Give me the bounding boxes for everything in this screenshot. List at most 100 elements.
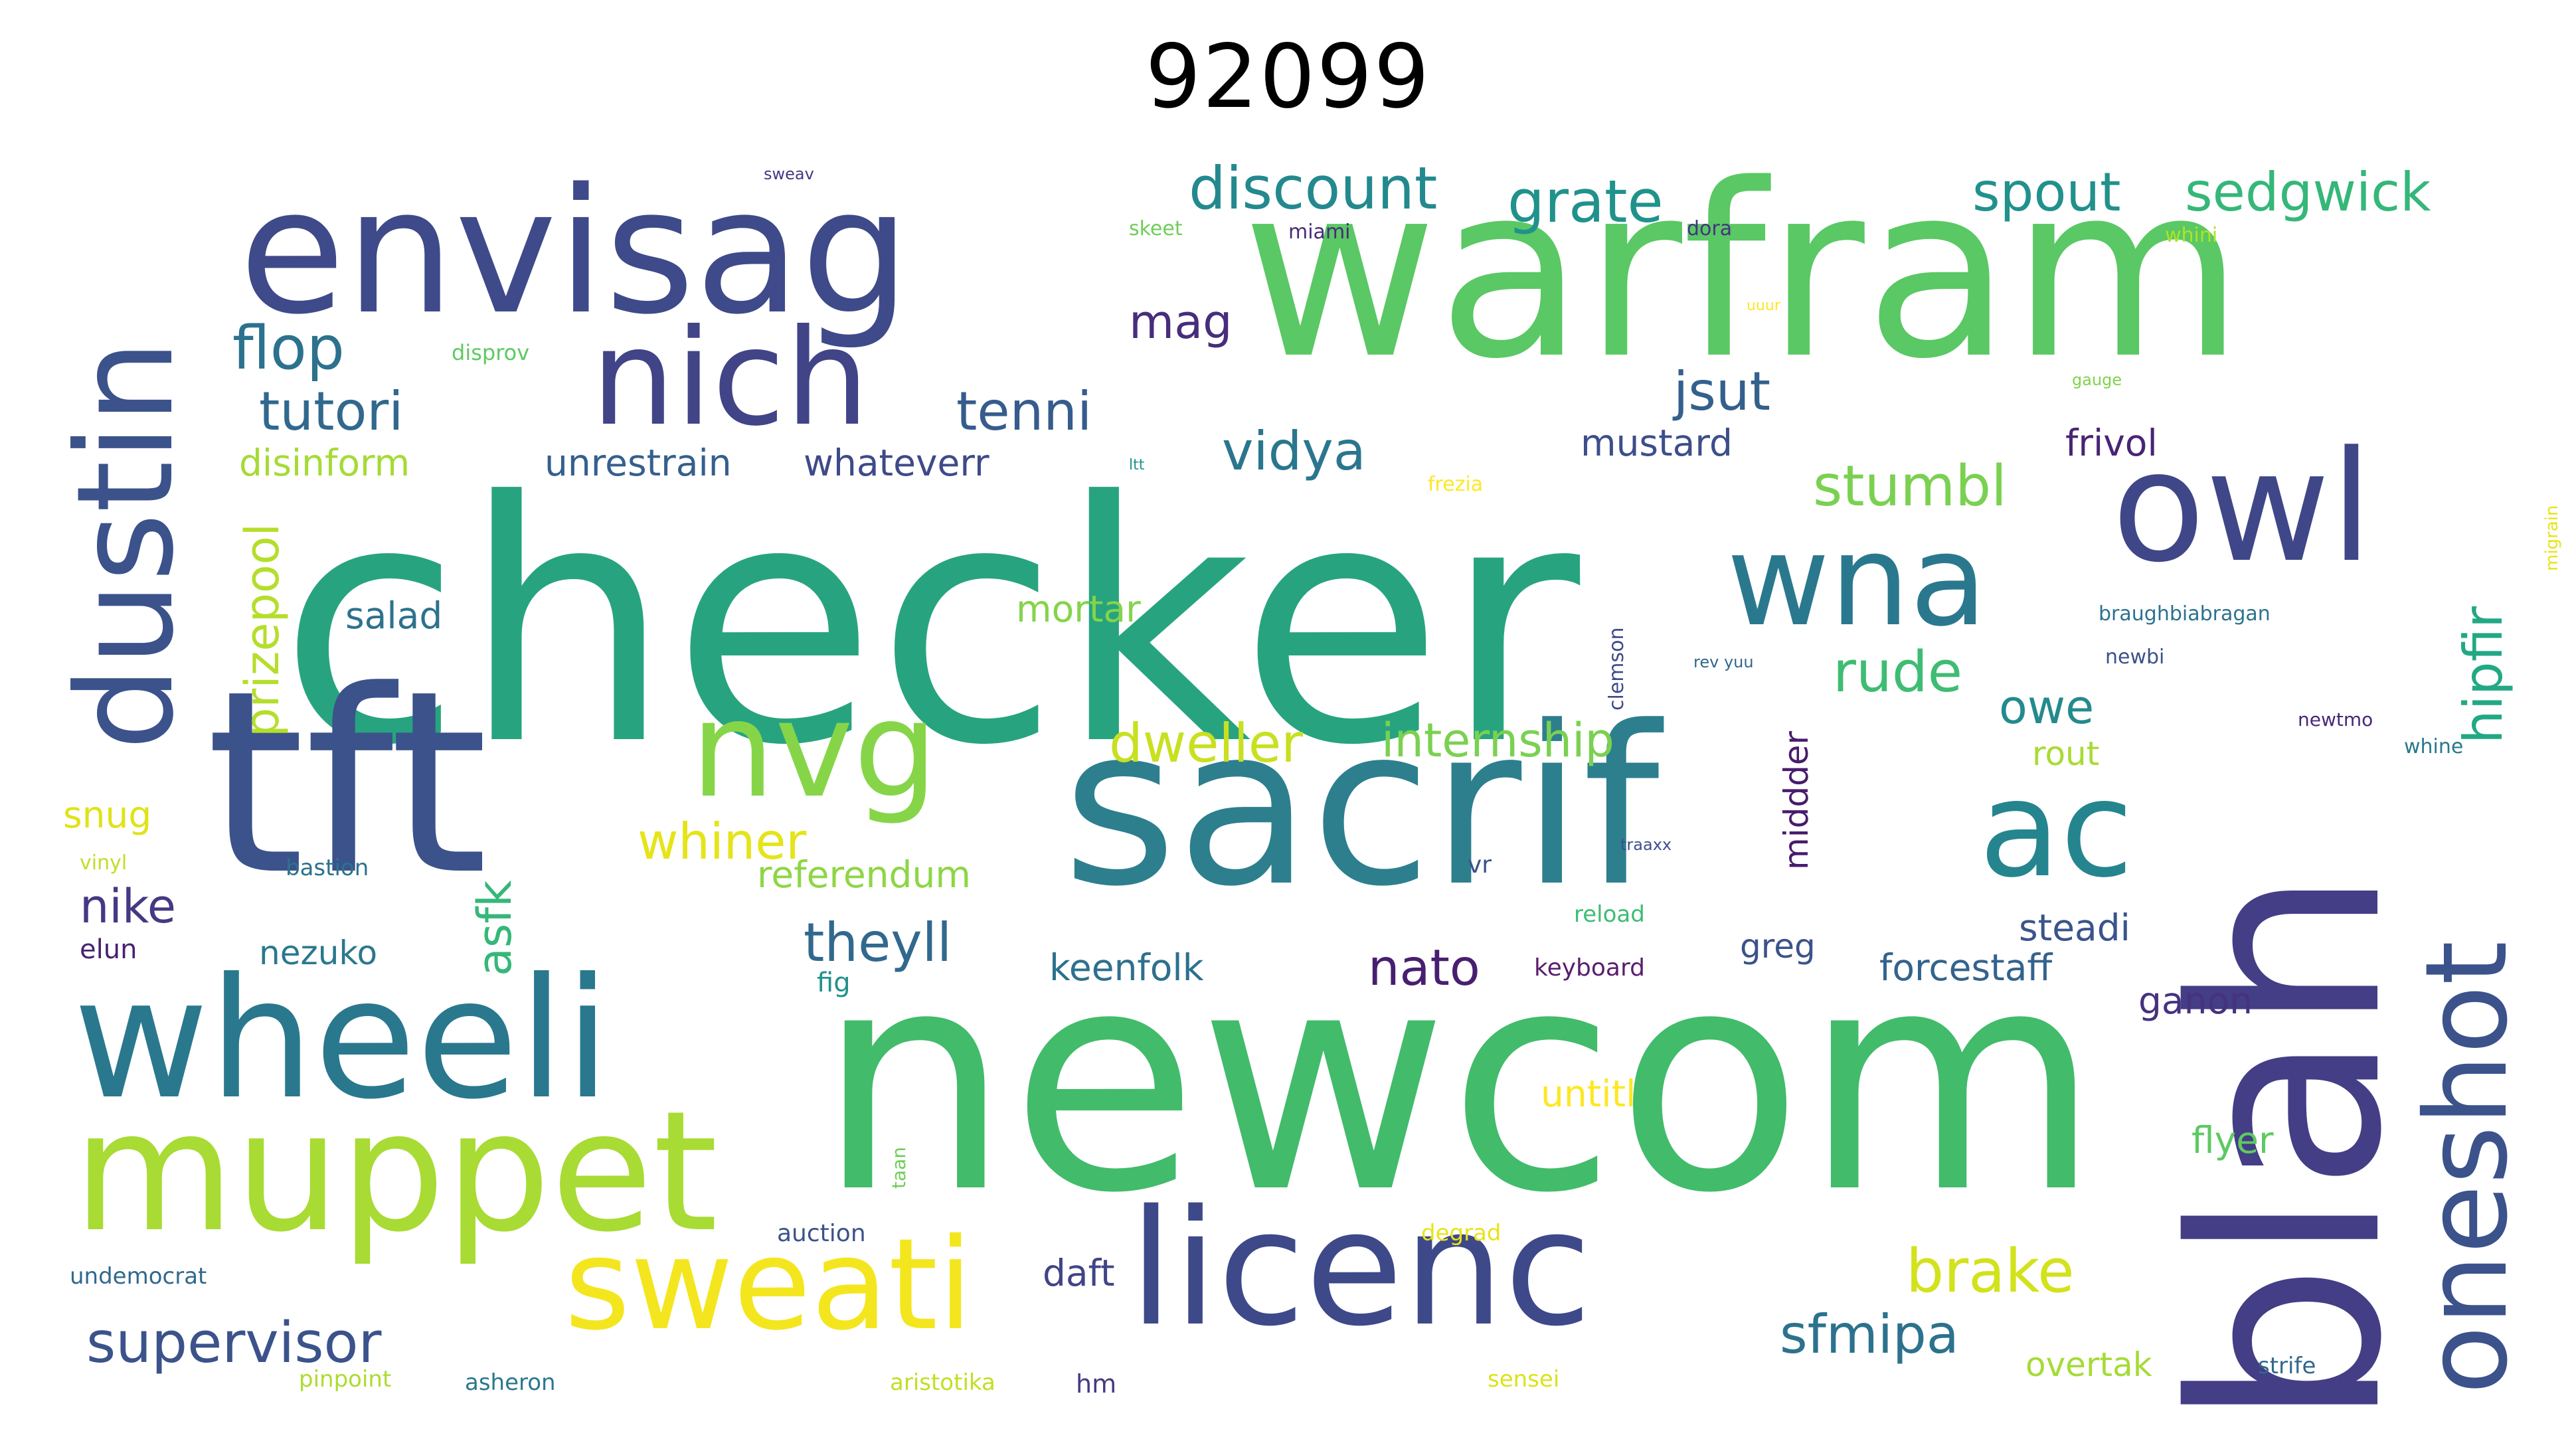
word-flop: flop xyxy=(232,313,345,383)
word-sacrif: sacrif xyxy=(1063,679,1660,934)
word-braughbiabragan: braughbiabragan xyxy=(2099,602,2271,626)
word-traaxx: traaxx xyxy=(1620,835,1672,854)
word-unrestrain: unrestrain xyxy=(545,442,732,484)
word-disprov: disprov xyxy=(452,340,530,365)
word-frezia: frezia xyxy=(1428,473,1484,496)
word-sweav: sweav xyxy=(764,165,814,183)
word-owe: owe xyxy=(1999,680,2095,734)
word-vr: vr xyxy=(1468,851,1492,879)
word-sensei: sensei xyxy=(1488,1366,1560,1393)
word-nezuko: nezuko xyxy=(259,934,378,972)
word-oneshot: oneshot xyxy=(2401,940,2533,1395)
word-dweller: dweller xyxy=(1109,713,1303,774)
word-taan: taan xyxy=(888,1146,910,1189)
word-keyboard: keyboard xyxy=(1534,954,1645,982)
word-greg: greg xyxy=(1740,927,1816,966)
word-tutori: tutori xyxy=(259,381,404,442)
word-hipfir: hipfir xyxy=(2452,606,2514,744)
word-newtmo: newtmo xyxy=(2298,709,2373,730)
word-strife: strife xyxy=(2258,1353,2316,1379)
word-grate: grate xyxy=(1507,167,1664,236)
word-rev-yuu: rev yuu xyxy=(1693,653,1754,671)
word-dora: dora xyxy=(1687,217,1733,240)
word-auction: auction xyxy=(777,1220,866,1247)
word-vinyl: vinyl xyxy=(80,851,128,875)
word-mustard: mustard xyxy=(1581,422,1733,464)
word-steadi: steadi xyxy=(2019,906,2130,949)
word-degrad: degrad xyxy=(1421,1220,1502,1246)
word-aristotika: aristotika xyxy=(890,1369,995,1396)
word-ac: ac xyxy=(1979,752,2134,907)
word-wheeli: wheeli xyxy=(73,942,611,1136)
word-whateverr: whateverr xyxy=(804,442,989,484)
word-undemocrat: undemocrat xyxy=(70,1263,207,1290)
word-uuur: uuur xyxy=(1747,298,1780,314)
word-theyll: theyll xyxy=(804,912,952,974)
word-whine: whine xyxy=(2404,735,2464,758)
word-frivol: frivol xyxy=(2065,422,2158,464)
word-discount: discount xyxy=(1189,154,1438,222)
word-fig: fig xyxy=(817,968,851,998)
word-prizepool: prizepool xyxy=(235,523,290,737)
word-nvg: nvg xyxy=(691,673,938,827)
word-snug: snug xyxy=(63,794,152,836)
word-referendum: referendum xyxy=(757,853,971,896)
word-clemson: clemson xyxy=(1605,627,1628,711)
word-flyer: flyer xyxy=(2191,1119,2274,1161)
word-sfmipa: sfmipa xyxy=(1780,1304,1959,1365)
word-envisag: envisag xyxy=(239,152,910,353)
word-nich: nich xyxy=(591,301,870,456)
word-migrain: migrain xyxy=(2542,505,2562,571)
word-gauge: gauge xyxy=(2072,371,2122,389)
word-rout: rout xyxy=(2032,734,2100,773)
word-owl: owl xyxy=(2112,419,2373,596)
word-sedgwick: sedgwick xyxy=(2185,161,2431,223)
word-untitl: untitl xyxy=(1541,1072,1636,1115)
word-newbi: newbi xyxy=(2105,645,2165,669)
word-nato: nato xyxy=(1368,938,1480,997)
word-stumbl: stumbl xyxy=(1813,454,2007,519)
word-asfk: asfk xyxy=(468,880,522,976)
word-rude: rude xyxy=(1833,640,1963,705)
word-tft: tft xyxy=(206,636,489,930)
word-internship: internship xyxy=(1381,713,1614,768)
word-asheron: asheron xyxy=(465,1369,556,1396)
word-keenfolk: keenfolk xyxy=(1049,946,1204,989)
word-middder: middder xyxy=(1777,730,1816,870)
word-skeet: skeet xyxy=(1129,217,1183,240)
word-overtak: overtak xyxy=(2025,1345,2152,1384)
word-licenc: licenc xyxy=(1129,1175,1592,1361)
word-whiner: whiner xyxy=(638,812,807,871)
word-hm: hm xyxy=(1076,1369,1117,1399)
word-supervisor: supervisor xyxy=(86,1310,382,1376)
word-checker: checker xyxy=(279,431,1581,817)
word-mag: mag xyxy=(1129,295,1233,349)
word-muppet: muppet xyxy=(73,1075,719,1268)
word-elun: elun xyxy=(80,934,137,965)
word-sweati: sweati xyxy=(564,1211,973,1358)
word-miami: miami xyxy=(1288,220,1351,244)
word-brake: brake xyxy=(1906,1237,2075,1306)
figure-title: 92099 xyxy=(1145,26,1431,128)
word-disinform: disinform xyxy=(239,442,410,484)
word-warfram: warfram xyxy=(1242,133,2245,411)
word-wna: wna xyxy=(1727,507,1988,654)
word-mortar: mortar xyxy=(1016,588,1141,630)
word-dustin: dustin xyxy=(48,339,203,750)
word-daft: daft xyxy=(1043,1252,1115,1294)
word-tenni: tenni xyxy=(956,381,1092,442)
word-jsut: jsut xyxy=(1674,361,1770,422)
word-ganon: ganon xyxy=(2138,980,2253,1022)
word-spout: spout xyxy=(1972,161,2121,223)
word-reload: reload xyxy=(1574,901,1645,928)
word-pinpoint: pinpoint xyxy=(299,1366,392,1393)
word-salad: salad xyxy=(345,594,443,637)
word-whini: whini xyxy=(2165,224,2218,247)
word-ltt: ltt xyxy=(1129,457,1145,473)
word-bastion: bastion xyxy=(286,855,369,881)
word-newcom: newcom xyxy=(817,904,2101,1260)
word-forcestaff: forcestaff xyxy=(1879,946,2053,989)
word-nike: nike xyxy=(80,879,176,934)
